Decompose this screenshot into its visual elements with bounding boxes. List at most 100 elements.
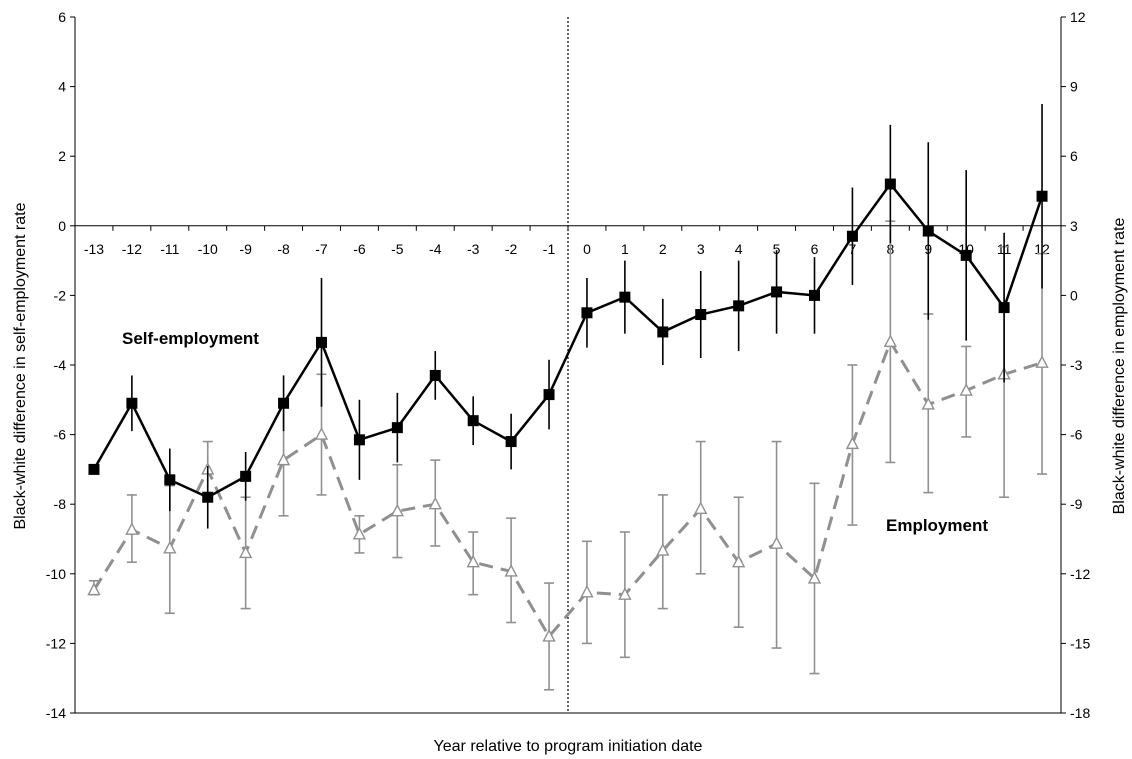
x-tick-label: -5	[391, 241, 404, 257]
x-tick-label: 4	[735, 241, 743, 257]
data-point-triangle	[87, 582, 101, 596]
left-y-axis-title: Black-white difference in self-employmen…	[12, 202, 29, 529]
right-y-tick-label: -6	[1070, 427, 1083, 443]
right-y-tick-label: -9	[1070, 496, 1083, 512]
series-employment-group	[87, 220, 1049, 691]
right-y-axis-title: Black-white difference in employment rat…	[1111, 218, 1128, 515]
x-tick-label: -2	[505, 241, 518, 257]
x-tick-label: -9	[239, 241, 252, 257]
data-point-square	[1036, 190, 1048, 202]
data-point-triangle	[656, 543, 670, 556]
right-y-tick-label: 0	[1070, 287, 1078, 303]
data-point-triangle	[1035, 355, 1049, 368]
right-y-tick-label: 3	[1070, 218, 1078, 234]
data-point-square	[164, 474, 176, 486]
x-tick-label: -13	[84, 241, 104, 257]
left-y-tick-label: -4	[54, 357, 67, 373]
left-y-tick-label: 0	[58, 218, 66, 234]
data-point-square	[619, 291, 631, 303]
data-point-triangle	[618, 587, 632, 600]
left-y-tick-label: 6	[58, 9, 66, 25]
x-tick-label: -3	[467, 241, 480, 257]
data-point-square	[505, 436, 517, 448]
left-y-tick-label: -14	[46, 705, 66, 721]
x-tick-label: 0	[583, 241, 591, 257]
data-point-square	[581, 307, 593, 319]
data-point-square	[733, 300, 745, 312]
x-tick-label: -6	[353, 241, 366, 257]
data-point-triangle	[769, 536, 784, 549]
x-tick-label: -12	[122, 241, 142, 257]
right-y-tick-label: 9	[1070, 79, 1078, 95]
data-point-triangle	[125, 522, 139, 535]
data-point-triangle	[921, 396, 935, 410]
data-point-triangle	[238, 545, 253, 559]
data-point-triangle	[845, 436, 860, 450]
x-tick-label: 1	[621, 241, 629, 257]
right-y-tick-label: 6	[1070, 148, 1078, 164]
right-y-tick-label: -15	[1070, 635, 1090, 651]
data-point-square	[126, 397, 138, 409]
data-point-triangle	[542, 628, 556, 642]
series-self-employment-group	[88, 104, 1048, 529]
left-y-tick-label: -8	[54, 496, 67, 512]
left-y-tick-label: -6	[54, 427, 67, 443]
data-point-triangle	[731, 554, 746, 568]
data-point-square	[240, 470, 252, 482]
x-tick-label: 5	[773, 241, 781, 257]
left-y-tick-label: -12	[46, 635, 66, 651]
x-tick-label: 3	[697, 241, 705, 257]
data-point-square	[998, 302, 1010, 314]
x-tick-label: -4	[429, 241, 442, 257]
data-point-triangle	[390, 503, 405, 517]
x-tick-label: 2	[659, 241, 667, 257]
x-tick-label: -10	[198, 241, 218, 257]
data-point-square	[88, 463, 100, 475]
data-point-triangle	[883, 334, 898, 347]
x-tick-label: -11	[160, 241, 179, 257]
right-y-tick-label: -18	[1070, 705, 1090, 721]
data-point-triangle	[352, 526, 367, 540]
data-point-square	[809, 289, 820, 301]
employment-annotation: Employment	[886, 516, 988, 535]
data-point-square	[884, 178, 896, 190]
data-point-square	[695, 309, 707, 321]
data-point-triangle	[314, 427, 329, 440]
x-tick-label: -7	[315, 241, 328, 257]
x-tick-label: -8	[277, 241, 290, 257]
data-point-square	[467, 415, 479, 427]
data-point-square	[391, 422, 403, 434]
data-point-triangle	[580, 584, 594, 598]
data-point-square	[960, 249, 972, 261]
data-point-square	[922, 225, 934, 237]
self-employment-annotation: Self-employment	[122, 329, 259, 348]
series-layer	[87, 104, 1049, 691]
data-point-square	[771, 286, 783, 298]
data-point-square	[202, 491, 214, 503]
data-point-triangle	[276, 452, 291, 466]
data-point-triangle	[694, 501, 708, 515]
series-line	[92, 340, 1043, 638]
right-y-tick-label: -12	[1070, 566, 1090, 582]
data-point-triangle	[163, 540, 177, 554]
left-y-tick-label: 2	[58, 148, 66, 164]
right-y-tick-label: -3	[1070, 357, 1083, 373]
x-tick-label: -1	[543, 241, 556, 257]
x-axis-title: Year relative to program initiation date	[434, 738, 703, 755]
data-point-triangle	[428, 496, 442, 510]
data-point-triangle	[959, 383, 973, 396]
data-point-square	[278, 397, 290, 409]
data-point-triangle	[807, 570, 822, 584]
data-point-square	[429, 369, 441, 381]
data-point-triangle	[466, 554, 480, 568]
data-point-triangle	[504, 563, 518, 577]
left-y-tick-label: -2	[54, 287, 67, 303]
data-point-square	[353, 434, 365, 446]
data-point-square	[657, 326, 669, 338]
left-y-tick-label: -10	[46, 566, 66, 582]
x-tick-label: 6	[811, 241, 819, 257]
data-point-square	[543, 389, 555, 401]
data-point-square	[316, 336, 327, 348]
left-y-tick-label: 4	[58, 79, 66, 95]
